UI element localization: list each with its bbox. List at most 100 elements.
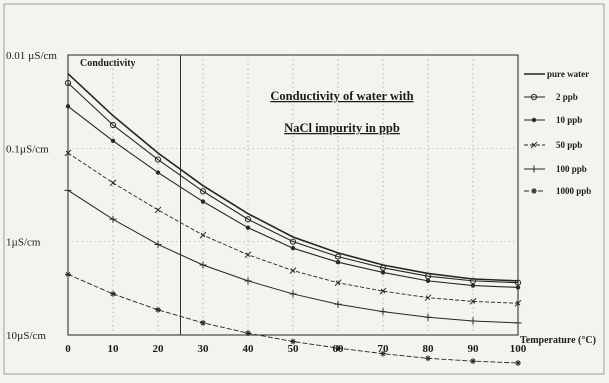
series-10-ppb	[65, 104, 521, 290]
series-line	[67, 73, 519, 282]
data-point	[514, 299, 522, 307]
data-point	[530, 165, 538, 173]
data-point	[109, 121, 117, 129]
x-tick-label: 20	[153, 343, 165, 355]
data-point	[290, 246, 296, 251]
data-point	[64, 186, 72, 194]
y-axis-label: Conductivity	[80, 58, 136, 69]
series-layer	[64, 73, 522, 366]
chart-title-line-1: Conductivity of water with	[270, 89, 413, 103]
data-point	[334, 300, 342, 308]
y-tick-label: 1µS/cm	[6, 237, 41, 249]
data-point	[155, 306, 161, 313]
legend-label: 100 ppb	[556, 164, 587, 174]
series-pure-water	[67, 73, 519, 282]
data-point	[64, 79, 72, 87]
data-point	[470, 358, 476, 365]
data-point	[65, 104, 71, 109]
data-point	[199, 261, 207, 269]
data-point	[199, 188, 207, 195]
data-point	[424, 294, 432, 302]
data-point	[289, 290, 297, 298]
data-point	[200, 199, 206, 204]
data-point	[335, 260, 341, 265]
data-point	[110, 290, 116, 297]
data-point	[199, 231, 207, 239]
x-axis-label: Temperature (°C)	[520, 335, 596, 346]
data-point	[289, 267, 297, 274]
data-point	[515, 360, 521, 366]
data-point	[379, 287, 387, 295]
legend-item-pure-water: pure water	[524, 69, 589, 79]
outer-border	[3, 3, 605, 375]
data-point	[200, 319, 206, 326]
x-tick-label: 30	[198, 343, 210, 355]
data-point	[154, 240, 162, 248]
data-point	[65, 271, 71, 278]
data-point	[110, 138, 116, 144]
y-tick-label: 0.01 µS/cm	[6, 50, 57, 62]
data-point	[530, 141, 538, 149]
x-tick-label: 10	[108, 343, 120, 355]
x-tick-label: 0	[65, 343, 71, 355]
x-tick-label: 70	[378, 343, 390, 355]
legend-label: 50 ppb	[556, 140, 582, 150]
data-point	[289, 238, 297, 245]
data-point	[515, 285, 521, 290]
x-tick-label: 40	[243, 343, 255, 355]
data-point	[470, 283, 476, 288]
data-point	[109, 179, 117, 187]
chart-title-line-2: NaCl impurity in ppb	[284, 121, 400, 135]
data-point	[425, 278, 431, 284]
data-point	[154, 206, 162, 214]
legend-item-1000-ppb: 1000 ppb	[524, 186, 591, 196]
ticks: 0 10 20 30 40 50 60 70 80 90 100 0.01 µS/cm 0.1µS/cm…	[6, 50, 527, 355]
data-point	[380, 350, 386, 357]
y-tick-label: 10µS/cm	[6, 330, 46, 342]
x-tick-label: 80	[423, 343, 435, 355]
data-point	[469, 298, 477, 305]
legend-item-50-ppb: 50 ppb	[524, 140, 582, 150]
data-point	[531, 188, 537, 194]
data-point	[514, 319, 522, 327]
legend-item-10-ppb: 10 ppb	[524, 115, 582, 125]
data-point	[530, 93, 538, 101]
data-point	[469, 317, 477, 325]
series-50-ppb	[64, 149, 522, 307]
x-tick-label: 60	[333, 343, 345, 355]
data-point	[290, 338, 296, 345]
y-tick-label: 0.1µS/cm	[6, 143, 49, 155]
data-point	[424, 313, 432, 321]
data-point	[531, 117, 537, 123]
data-point	[244, 277, 252, 285]
data-point	[245, 225, 251, 230]
series-100-ppb	[64, 186, 522, 327]
legend-item-100-ppb: 100 ppb	[524, 164, 587, 174]
data-point	[154, 156, 162, 163]
data-point	[155, 170, 161, 175]
legend-label: 1000 ppb	[556, 186, 591, 196]
legend-label: 10 ppb	[556, 115, 582, 125]
data-point	[109, 215, 117, 223]
legend-label: 2 ppb	[556, 92, 578, 102]
data-point	[244, 251, 252, 259]
series-2-ppb	[64, 79, 522, 286]
legend: pure water 2 ppb 10 ppb 50 ppb 100 ppb 1000 p…	[524, 69, 591, 196]
data-point	[425, 355, 431, 362]
data-point	[379, 308, 387, 316]
x-tick-label: 50	[288, 343, 300, 355]
data-point	[334, 253, 342, 260]
legend-label: pure water	[547, 69, 589, 79]
data-point	[334, 279, 342, 287]
data-point	[64, 149, 72, 157]
data-point	[244, 216, 252, 223]
series-1000-ppb	[65, 271, 521, 366]
data-point	[380, 270, 386, 275]
data-point	[245, 330, 251, 337]
data-point	[335, 345, 341, 352]
x-tick-label: 100	[510, 343, 527, 355]
x-tick-label: 90	[468, 343, 480, 355]
series-line	[67, 82, 519, 284]
